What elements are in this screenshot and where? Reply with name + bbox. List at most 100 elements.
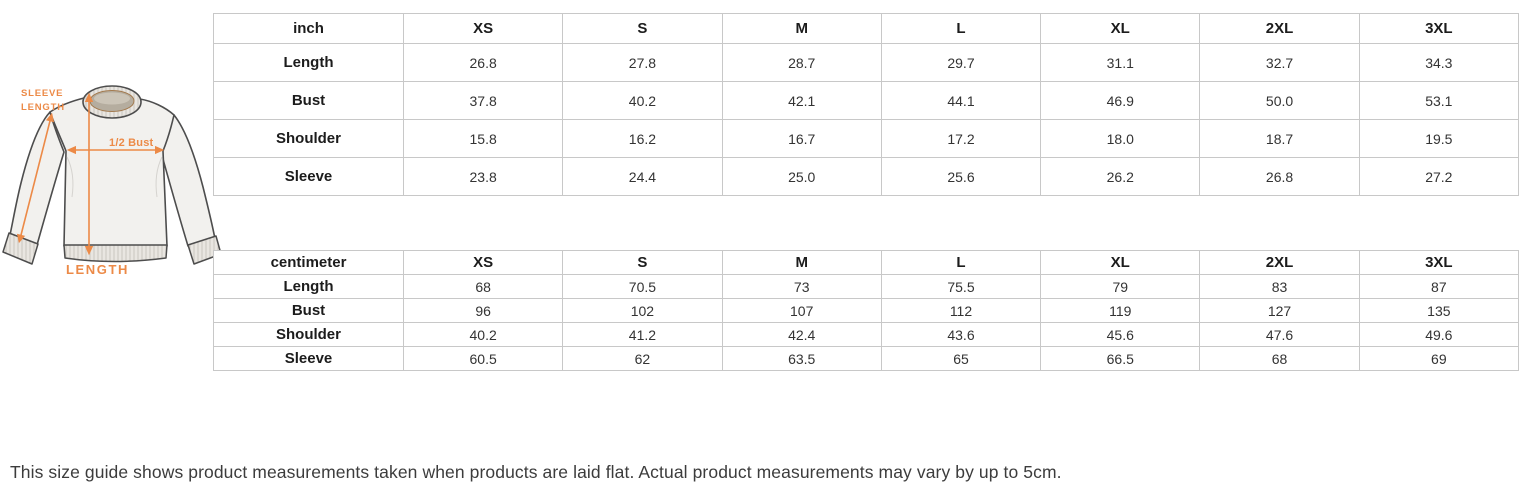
measurement-value-cell: 31.1	[1040, 43, 1201, 82]
sleeve-length-label-line2: LENGTH	[21, 102, 65, 113]
size-column-header: XL	[1040, 13, 1201, 44]
header-row: inch XS S M L XL 2XL 3XL	[213, 13, 1520, 44]
measurement-value-cell: 19.5	[1358, 119, 1520, 158]
measurement-value-cell: 102	[562, 298, 723, 323]
size-column-header: XL	[1040, 250, 1201, 275]
measurement-value-cell: 40.2	[562, 81, 723, 120]
right-cuff-shape	[187, 235, 222, 265]
measurement-value-cell: 46.9	[1040, 81, 1201, 120]
measurement-value-cell: 60.5	[402, 346, 564, 371]
measurement-row-label: Bust	[213, 81, 404, 120]
measurement-value-cell: 107	[721, 298, 882, 323]
measurement-value-cell: 42.1	[721, 81, 882, 120]
unit-header-cell: centimeter	[213, 250, 404, 275]
measurement-value-cell: 24.4	[562, 157, 723, 196]
size-column-header: M	[721, 13, 882, 44]
measurement-row-label: Sleeve	[213, 157, 404, 196]
measurement-value-cell: 50.0	[1199, 81, 1360, 120]
measurement-value-cell: 41.2	[562, 322, 723, 347]
size-column-header: L	[880, 250, 1042, 275]
measurement-value-cell: 65	[880, 346, 1042, 371]
half-bust-arrow	[66, 145, 165, 155]
measurement-value-cell: 27.2	[1358, 157, 1520, 196]
measurement-value-cell: 26.2	[1040, 157, 1201, 196]
measurement-row-label: Length	[213, 274, 404, 299]
measurement-row: Bust 37.8 40.2 42.1 44.1 46.9 50.0 53.1	[213, 81, 1520, 120]
measurement-value-cell: 87	[1358, 274, 1520, 299]
measurement-row: Shoulder 40.2 41.2 42.4 43.6 45.6 47.6 49.6	[213, 322, 1520, 347]
measurement-value-cell: 15.8	[402, 119, 564, 158]
measurement-value-cell: 45.6	[1040, 322, 1201, 347]
measurement-row-label: Bust	[213, 298, 404, 323]
half-bust-label: 1/2 Bust	[109, 137, 154, 149]
header-row: centimeter XS S M L XL 2XL 3XL	[213, 250, 1520, 275]
sweatshirt-icon: SLEEVE LENGTH 1/2 Bust LENGTH	[2, 85, 222, 277]
measurement-value-cell: 53.1	[1358, 81, 1520, 120]
measurement-row-label: Shoulder	[213, 119, 404, 158]
measurement-value-cell: 40.2	[402, 322, 564, 347]
measurement-value-cell: 43.6	[880, 322, 1042, 347]
measurement-value-cell: 44.1	[880, 81, 1042, 120]
size-column-header: M	[721, 250, 882, 275]
measurement-row-label: Length	[213, 43, 404, 82]
measurement-row: Bust 96 102 107 112 119 127 135	[213, 298, 1520, 323]
measurement-value-cell: 16.2	[562, 119, 723, 158]
measurement-row-label: Shoulder	[213, 322, 404, 347]
unit-header-cell: inch	[213, 13, 404, 44]
size-column-header: 2XL	[1199, 250, 1360, 275]
collar-back-shape	[94, 92, 130, 105]
measurement-value-cell: 127	[1199, 298, 1360, 323]
size-column-header: S	[562, 13, 723, 44]
measurement-row: Length 26.8 27.8 28.7 29.7 31.1 32.7 34.3	[213, 43, 1520, 82]
measurement-value-cell: 62	[562, 346, 723, 371]
measurement-value-cell: 47.6	[1199, 322, 1360, 347]
right-crease-line	[155, 156, 163, 198]
measurement-row-label: Sleeve	[213, 346, 404, 371]
hem-band-shape	[63, 244, 168, 263]
measurement-value-cell: 49.6	[1358, 322, 1520, 347]
measurement-value-cell: 79	[1040, 274, 1201, 299]
length-label: LENGTH	[66, 262, 129, 277]
measurement-value-cell: 34.3	[1358, 43, 1520, 82]
measurement-value-cell: 25.6	[880, 157, 1042, 196]
measurement-row: Shoulder 15.8 16.2 16.7 17.2 18.0 18.7 19.5	[213, 119, 1520, 158]
measurement-value-cell: 42.4	[721, 322, 882, 347]
measurement-value-cell: 119	[1040, 298, 1201, 323]
measurement-value-cell: 18.7	[1199, 119, 1360, 158]
measurement-value-cell: 28.7	[721, 43, 882, 82]
measurement-value-cell: 25.0	[721, 157, 882, 196]
measurement-value-cell: 27.8	[562, 43, 723, 82]
measurement-value-cell: 68	[1199, 346, 1360, 371]
measurement-value-cell: 37.8	[402, 81, 564, 120]
left-sleeve-shape	[9, 111, 65, 246]
size-column-header: XS	[402, 13, 564, 44]
measurement-value-cell: 23.8	[402, 157, 564, 196]
measurement-value-cell: 29.7	[880, 43, 1042, 82]
measurement-row: Sleeve 23.8 24.4 25.0 25.6 26.2 26.8 27.2	[213, 157, 1520, 196]
measurement-value-cell: 26.8	[1199, 157, 1360, 196]
measurement-value-cell: 75.5	[880, 274, 1042, 299]
left-crease-line	[66, 156, 74, 198]
sleeve-length-label-line1: SLEEVE	[21, 88, 63, 99]
measurement-value-cell: 112	[880, 298, 1042, 323]
measurement-value-cell: 66.5	[1040, 346, 1201, 371]
measurement-value-cell: 135	[1358, 298, 1520, 323]
measurement-value-cell: 17.2	[880, 119, 1042, 158]
measurement-value-cell: 26.8	[402, 43, 564, 82]
measurement-value-cell: 96	[402, 298, 564, 323]
measurement-value-cell: 69	[1358, 346, 1520, 371]
measurement-value-cell: 83	[1199, 274, 1360, 299]
sleeve-length-arrow	[16, 112, 55, 244]
size-column-header: S	[562, 250, 723, 275]
size-column-header: 3XL	[1358, 13, 1520, 44]
measurement-value-cell: 68	[402, 274, 564, 299]
size-table-centimeter: centimeter XS S M L XL 2XL 3XL Length 68 70.5 73 75.…	[213, 250, 1520, 371]
size-table-inch: inch XS S M L XL 2XL 3XL Length 26.8 27.8 28.7 29.7 3…	[213, 13, 1520, 196]
size-column-header: XS	[402, 250, 564, 275]
size-column-header: 3XL	[1358, 250, 1520, 275]
length-arrow	[84, 92, 94, 256]
measurement-row: Length 68 70.5 73 75.5 79 83 87	[213, 274, 1520, 299]
torso-shape	[49, 97, 175, 247]
garment-measurement-diagram: SLEEVE LENGTH 1/2 Bust LENGTH	[0, 55, 230, 290]
